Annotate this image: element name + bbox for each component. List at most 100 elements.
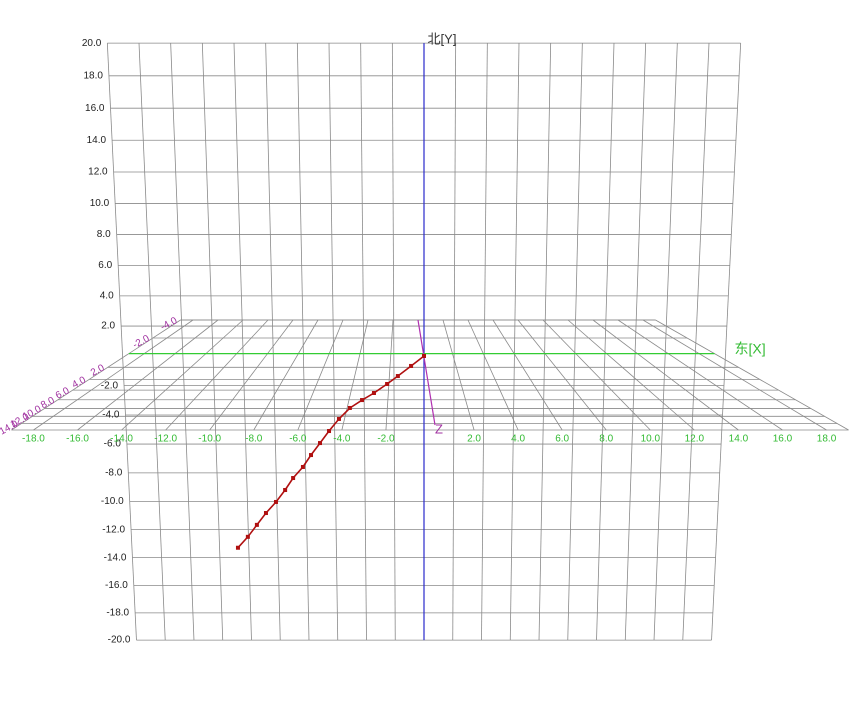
x-tick-label: 4.0 (511, 434, 525, 445)
grid-line (265, 43, 281, 641)
x-tick-label: 6.0 (555, 434, 569, 445)
x-tick-label: 14.0 (729, 434, 749, 445)
z-tick-label: 2.0 (89, 362, 107, 378)
y-tick-label: 16.0 (85, 103, 105, 114)
labels: 20.018.016.014.012.010.08.06.04.02.0-2.0… (0, 32, 837, 646)
grid-line (328, 43, 339, 641)
grid-line (542, 319, 651, 431)
x-tick-label: -10.0 (198, 434, 221, 445)
trajectory-point (235, 545, 240, 550)
grid-line (165, 319, 269, 431)
grid-line (360, 43, 367, 641)
y-tick-label: -6.0 (104, 439, 122, 450)
grid-line (653, 43, 678, 641)
z-tick-label: -4.0 (159, 315, 180, 333)
grid-line (391, 43, 396, 641)
x-tick-label: 12.0 (685, 434, 705, 445)
y-tick-label: -8.0 (105, 468, 123, 479)
trajectory-point (283, 488, 288, 493)
x-tick-label: 2.0 (467, 434, 481, 445)
y-tick-label: -14.0 (104, 552, 127, 563)
y-tick-label: -4.0 (102, 410, 120, 421)
grid-line (138, 43, 166, 641)
grid-line (467, 319, 519, 431)
grid-line (33, 319, 194, 431)
y-tick-label: -2.0 (101, 380, 119, 391)
x-tick-label: 16.0 (773, 434, 793, 445)
axes (128, 43, 715, 641)
trajectory-point (385, 382, 390, 387)
floor-plane (11, 319, 849, 431)
grid-line (11, 319, 181, 431)
trajectory (235, 354, 426, 550)
grid-line (567, 319, 695, 431)
trajectory-line (237, 355, 425, 549)
grid-line (538, 43, 552, 641)
y-tick-label: 2.0 (101, 321, 115, 332)
trajectory-point (395, 374, 400, 379)
grid-line (385, 319, 394, 431)
y-tick-label: 6.0 (98, 260, 112, 271)
z-axis-label: Z (435, 421, 443, 436)
x-tick-label: -14.0 (110, 434, 133, 445)
grid-line (209, 319, 294, 431)
trajectory-point (263, 511, 268, 516)
grid-line (509, 43, 520, 641)
grid-line (617, 319, 783, 431)
grid-line (442, 319, 475, 431)
trajectory-point (300, 464, 305, 469)
y-tick-label: -18.0 (106, 608, 129, 619)
trajectory-point (273, 499, 278, 504)
trajectory-point (371, 391, 376, 396)
grid-line (682, 43, 710, 641)
x-tick-label: -2.0 (377, 434, 395, 445)
grid-line (297, 319, 344, 431)
trajectory-point (291, 476, 296, 481)
y-tick-label: -20.0 (108, 635, 131, 646)
y-tick-label: 8.0 (97, 229, 111, 240)
x-tick-label: -8.0 (245, 434, 263, 445)
x-tick-label: 18.0 (817, 434, 837, 445)
x-axis-label: 东[X] (734, 340, 765, 356)
grid-line (624, 43, 647, 641)
y-tick-label: 20.0 (82, 38, 102, 49)
trajectory-point (245, 534, 250, 539)
z-tick-label: 6.0 (54, 385, 72, 401)
z-tick-label: -2.0 (131, 333, 152, 351)
trajectory-point (317, 441, 322, 446)
x-tick-label: -12.0 (154, 434, 177, 445)
y-axis-label: 北[Y] (428, 32, 457, 47)
grid-line (481, 43, 488, 641)
grid-line (170, 43, 195, 641)
trajectory-point (360, 398, 365, 403)
y-tick-label: -16.0 (105, 580, 128, 591)
x-tick-label: 8.0 (599, 434, 613, 445)
x-tick-label: 10.0 (641, 434, 661, 445)
grid-line (592, 319, 739, 431)
y-tick-label: 14.0 (87, 135, 107, 146)
trajectory-point (422, 354, 426, 358)
grid-line (77, 319, 219, 431)
y-tick-label: 18.0 (83, 70, 103, 81)
trajectory-point (336, 416, 341, 421)
grid-line (567, 43, 583, 641)
trajectory-point (409, 363, 414, 368)
x-tick-label: -6.0 (289, 434, 307, 445)
y-tick-label: -12.0 (102, 524, 125, 535)
grid-line (201, 43, 224, 641)
x-tick-label: -4.0 (333, 434, 351, 445)
trajectory-point (347, 405, 352, 410)
trajectory-point (327, 429, 332, 434)
grid-line (296, 43, 310, 641)
y-tick-label: 10.0 (90, 198, 110, 209)
y-tick-label: 12.0 (88, 167, 108, 178)
grid-line (492, 319, 563, 431)
grid-line (233, 43, 252, 641)
grid-line (642, 319, 827, 431)
z-tick-label: 4.0 (70, 374, 88, 390)
trajectory-point (309, 453, 314, 458)
grid-line (452, 43, 457, 641)
grid-line (711, 43, 742, 641)
grid-line (517, 319, 607, 431)
